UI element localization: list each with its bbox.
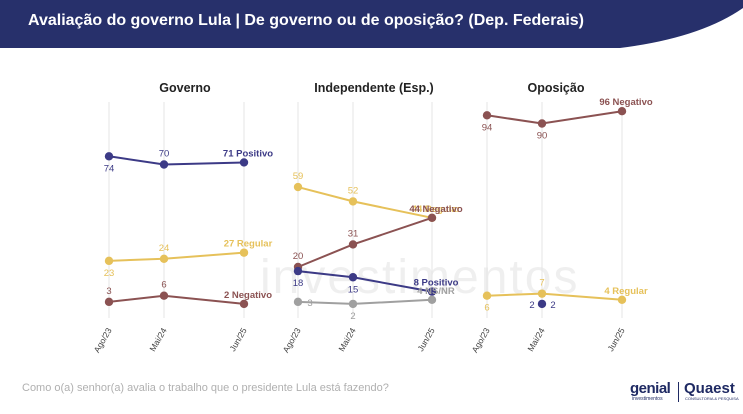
genial-logo-sub: investimentos	[632, 396, 663, 402]
chart-area: Governo Ago/23 Mai/24 Jun/25 74 70 71 Positivo…	[92, 81, 653, 354]
data-point	[427, 213, 437, 222]
x-tick-label: Jun/25	[605, 326, 627, 353]
data-label: 3	[307, 298, 312, 309]
end-label: 27 Regular	[224, 239, 273, 250]
data-point	[348, 299, 358, 309]
x-tick-label: Mai/24	[336, 326, 358, 353]
logo-divider	[678, 382, 679, 402]
x-tick-label: Ago/23	[470, 326, 492, 355]
data-point	[617, 107, 627, 116]
series-line-nsnr	[297, 298, 433, 305]
chart-panel-0: Governo Ago/23 Mai/24 Jun/25 74 70 71 Positivo…	[92, 81, 274, 354]
data-point	[293, 297, 303, 307]
x-tick-label: Mai/24	[525, 326, 547, 353]
data-point	[104, 297, 114, 307]
end-label: 4 NS/NR	[417, 286, 455, 297]
data-point	[348, 197, 358, 206]
chart-panel-2: Oposição Ago/23 Mai/24 Jun/25 94 90 96 Negativ…	[470, 81, 653, 354]
chart-panel-1: Independente (Esp.) Ago/23 Mai/24 Jun/25 59 5…	[281, 81, 463, 354]
series-line-negativo	[297, 216, 433, 268]
data-label: 90	[537, 131, 548, 142]
end-label: 4 Regular	[604, 286, 648, 297]
survey-question: Como o(a) senhor(a) avalia o trabalho qu…	[22, 382, 389, 394]
data-point	[239, 299, 249, 309]
data-point	[537, 289, 547, 298]
brand-logos: genial investimentos Quaest CONSULTORIA …	[630, 378, 739, 406]
header-banner: Avaliação do governo Lula | De governo o…	[0, 0, 743, 48]
data-point	[537, 299, 547, 309]
quaest-logo: Quaest	[684, 380, 735, 397]
data-label: 6	[484, 303, 489, 314]
end-label: 8 Positivo	[414, 278, 459, 289]
data-label: 74	[104, 163, 115, 174]
data-label: 3	[106, 286, 111, 297]
data-point	[104, 256, 114, 266]
end-label: 44 Negativo	[409, 204, 463, 215]
x-tick-label: Jun/25	[227, 326, 249, 353]
x-tick-label: Jun/25	[415, 326, 437, 353]
x-tick-label: Ago/23	[281, 326, 303, 355]
series-line-positivo	[297, 270, 433, 293]
data-point	[482, 111, 492, 120]
end-label: 96 Negativo	[599, 97, 653, 108]
data-point	[617, 295, 627, 304]
series-line-negativo	[486, 110, 623, 125]
data-label: 20	[293, 251, 304, 262]
series-line-regular	[486, 292, 623, 301]
data-label: 94	[482, 122, 493, 133]
data-point	[159, 160, 169, 169]
data-label: 18	[293, 278, 304, 289]
data-point	[348, 273, 358, 282]
data-label: 70	[159, 149, 170, 160]
data-label: 59	[293, 171, 304, 182]
data-label: 24	[159, 243, 170, 254]
data-label: 52	[348, 185, 359, 196]
data-label: 2	[529, 300, 534, 311]
data-point	[159, 291, 169, 300]
end-label: 44 Regular	[412, 204, 461, 215]
data-point	[159, 254, 169, 263]
chart-title: Oposição	[528, 81, 585, 95]
x-tick-label: Ago/23	[92, 326, 114, 355]
data-label: 2	[350, 311, 355, 322]
header-background	[0, 0, 743, 48]
page-title: Avaliação do governo Lula | De governo o…	[28, 12, 584, 29]
end-label: 71 Positivo	[223, 148, 273, 159]
data-point	[239, 248, 249, 257]
chart-title: Governo	[159, 81, 211, 95]
data-point	[239, 158, 249, 167]
data-point	[427, 295, 437, 304]
data-label: 31	[348, 228, 359, 239]
x-tick-label: Mai/24	[147, 326, 169, 353]
chart-title: Independente (Esp.)	[314, 81, 433, 95]
series-line-regular	[108, 251, 245, 262]
quaest-logo-sub: CONSULTORIA & PESQUISA	[685, 396, 739, 401]
data-point	[293, 266, 303, 276]
data-point	[537, 119, 547, 128]
data-point	[348, 240, 358, 249]
data-label: 2	[550, 300, 555, 311]
data-point	[293, 182, 303, 192]
data-label: 23	[104, 268, 115, 279]
data-point	[482, 291, 492, 300]
data-label: 15	[348, 284, 359, 295]
genial-logo: genial	[630, 380, 671, 397]
data-point	[427, 287, 437, 296]
data-label: 6	[161, 280, 166, 291]
data-point	[104, 152, 114, 161]
data-label: 7	[539, 278, 544, 289]
end-label: 2 Negativo	[224, 290, 272, 301]
